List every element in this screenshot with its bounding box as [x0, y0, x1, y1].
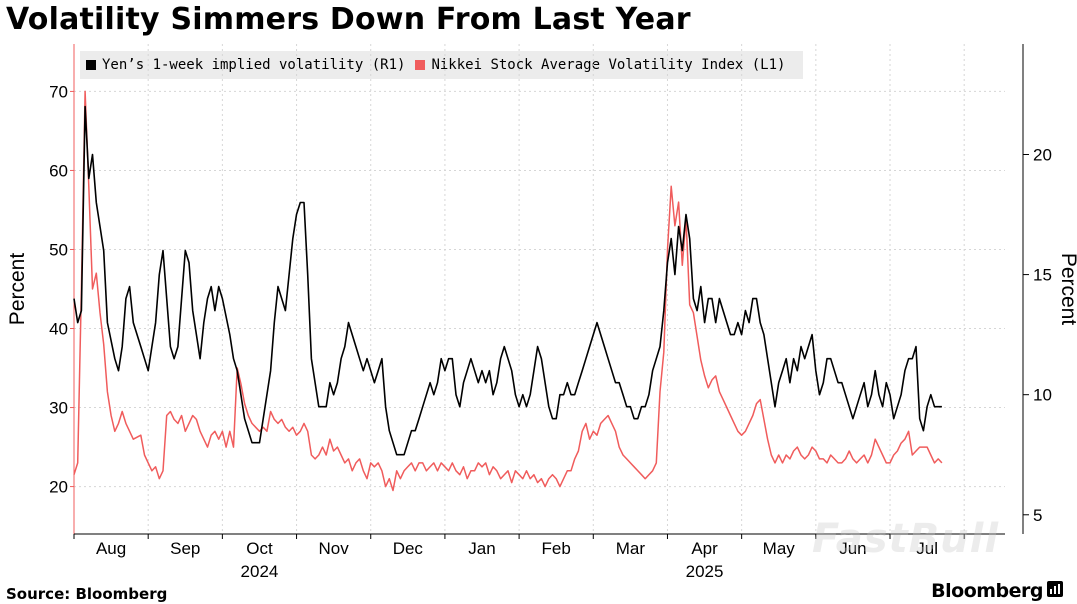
legend-label-yen: Yen’s 1-week implied volatility (R1) — [102, 57, 406, 73]
gridlines — [74, 44, 1005, 534]
year-label: 2025 — [686, 562, 724, 581]
chart-title: Volatility Simmers Down From Last Year — [6, 2, 691, 37]
x-tick-label: Mar — [616, 539, 646, 558]
legend-swatch-yen — [86, 60, 96, 70]
left-tick-label: 30 — [49, 399, 68, 418]
series-lines — [73, 90, 943, 492]
x-tick-label: Sep — [170, 539, 200, 558]
right-tick-label: 15 — [1033, 266, 1052, 285]
left-tick-label: 20 — [49, 478, 68, 497]
x-tick-label: Oct — [246, 539, 273, 558]
x-tick-label: Feb — [542, 539, 571, 558]
left-tick-label: 40 — [49, 320, 68, 339]
left-tick-label: 50 — [49, 240, 68, 259]
right-tick-label: 5 — [1033, 506, 1042, 525]
legend-label-nikkei: Nikkei Stock Average Volatility Index (L… — [431, 57, 786, 73]
right-tick-label: 10 — [1033, 386, 1052, 405]
x-tick-label: Jul — [916, 539, 938, 558]
axes — [70, 44, 1029, 539]
left-tick-label: 60 — [49, 161, 68, 180]
year-label: 2024 — [241, 562, 279, 581]
bar-chart-icon — [1047, 580, 1063, 602]
source-note: Source: Bloomberg — [6, 585, 168, 603]
x-tick-label: Jan — [468, 539, 495, 558]
x-tick-label: Nov — [319, 539, 350, 558]
left-axis-title: Percent — [6, 253, 29, 326]
watermark: FastBull — [812, 516, 1000, 562]
legend-item-nikkei: Nikkei Stock Average Volatility Index (L… — [415, 57, 785, 73]
x-tick-label: May — [763, 539, 796, 558]
brand-logo: Bloomberg — [931, 580, 1063, 602]
tick-labels: 20 30 40 50 60 70 5 10 15 20 Aug Sep Oct Nov Dec Jan Feb… — [6, 82, 1077, 581]
x-tick-label: Jun — [839, 539, 866, 558]
legend-swatch-nikkei — [415, 60, 426, 70]
right-tick-label: 20 — [1033, 145, 1052, 164]
left-tick-label: 70 — [49, 82, 68, 101]
x-tick-label: Dec — [393, 539, 424, 558]
legend: Yen’s 1-week implied volatility (R1) Nik… — [80, 51, 804, 79]
x-tick-label: Aug — [96, 539, 126, 558]
brand-text: Bloomberg — [931, 580, 1043, 602]
legend-item-yen: Yen’s 1-week implied volatility (R1) — [86, 57, 405, 73]
series-line-yen-volatility — [73, 105, 942, 456]
x-tick-label: Apr — [691, 539, 718, 558]
right-axis-title: Percent — [1057, 253, 1077, 326]
series-line-nikkei-vi — [73, 90, 943, 492]
